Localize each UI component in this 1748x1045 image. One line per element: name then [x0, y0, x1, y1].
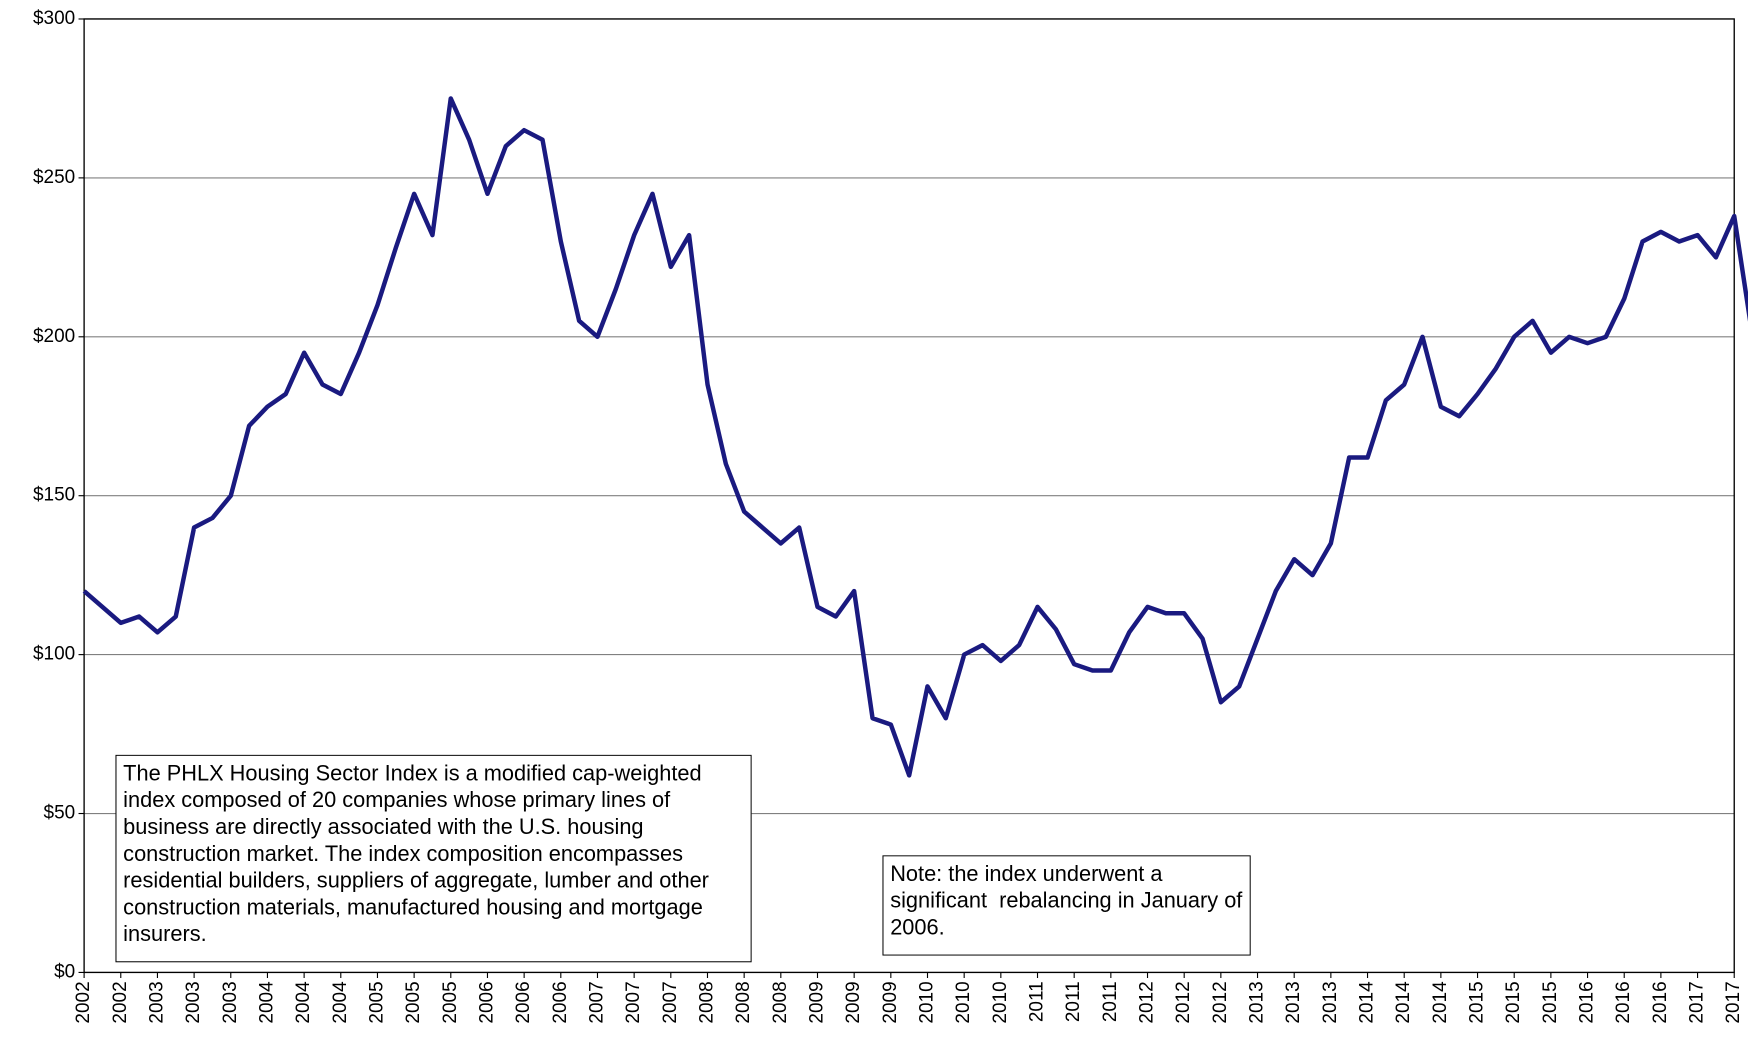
x-tick-label: 2007: [586, 981, 607, 1023]
y-tick-label: $250: [33, 167, 75, 188]
x-tick-label: 2013: [1283, 981, 1304, 1023]
data-line: [82, 96, 1748, 778]
x-tick-label: 2011: [1100, 981, 1121, 1022]
x-tick-label: 2012: [1173, 981, 1194, 1023]
x-tick-label: 2016: [1650, 981, 1671, 1023]
x-tick-label: 2014: [1393, 981, 1414, 1023]
x-tick-label: 2008: [733, 981, 754, 1023]
x-tick-label: 2008: [697, 981, 718, 1023]
x-tick-label: 2013: [1320, 981, 1341, 1023]
x-tick-label: 2007: [623, 981, 644, 1023]
x-tick-label: 2004: [330, 981, 351, 1023]
x-tick-label: 2010: [990, 981, 1011, 1023]
annotation-text: Note: the index underwent a significant …: [882, 855, 1251, 956]
x-tick-label: 2017: [1687, 981, 1708, 1023]
y-tick-label: $50: [44, 803, 76, 824]
x-tick-label: 2006: [476, 981, 497, 1023]
x-tick-label: 2014: [1357, 981, 1378, 1023]
x-tick-label: 2014: [1430, 981, 1451, 1023]
plot-border: [83, 18, 1735, 974]
x-tick-label: 2008: [770, 981, 791, 1023]
annotation: Note: the index underwent a significant …: [882, 855, 1251, 956]
x-tick-label: 2017: [1723, 981, 1744, 1023]
y-tick-label: $300: [33, 8, 75, 29]
y-tick-label: $100: [33, 644, 75, 665]
x-tick-label: 2009: [807, 981, 828, 1023]
x-tick-label: 2003: [220, 981, 241, 1023]
y-tick-label: $150: [33, 485, 75, 506]
x-tick-label: 2007: [660, 981, 681, 1023]
x-tick-label: 2003: [183, 981, 204, 1023]
x-tick-label: 2009: [843, 981, 864, 1023]
y-tick-label: $200: [33, 326, 75, 347]
x-tick-label: 2016: [1577, 981, 1598, 1023]
x-tick-label: 2002: [110, 981, 131, 1023]
x-tick-label: 2003: [146, 981, 167, 1023]
y-tick-label: $0: [54, 961, 75, 982]
x-tick-label: 2016: [1613, 981, 1634, 1023]
x-tick-label: 2005: [440, 981, 461, 1023]
x-tick-label: 2004: [293, 981, 314, 1023]
x-tick-label: 2012: [1137, 981, 1158, 1023]
x-tick-label: 2012: [1210, 981, 1231, 1023]
x-tick-label: 2015: [1503, 981, 1524, 1023]
x-tick-label: 2015: [1540, 981, 1561, 1023]
x-tick-label: 2013: [1247, 981, 1268, 1023]
annotation: The PHLX Housing Sector Index is a modif…: [115, 754, 752, 963]
x-tick-label: 2006: [513, 981, 534, 1023]
x-tick-label: 2004: [256, 981, 277, 1023]
x-tick-label: 2002: [73, 981, 94, 1023]
annotation-text: The PHLX Housing Sector Index is a modif…: [115, 754, 752, 963]
x-tick-label: 2015: [1467, 981, 1488, 1023]
x-tick-label: 2010: [917, 981, 938, 1023]
x-tick-label: 2011: [1063, 981, 1084, 1022]
x-tick-label: 2006: [550, 981, 571, 1023]
x-tick-label: 2011: [1027, 981, 1048, 1022]
x-tick-label: 2009: [880, 981, 901, 1023]
x-tick-label: 2010: [953, 981, 974, 1023]
x-tick-label: 2005: [366, 981, 387, 1023]
x-tick-label: 2005: [403, 981, 424, 1023]
